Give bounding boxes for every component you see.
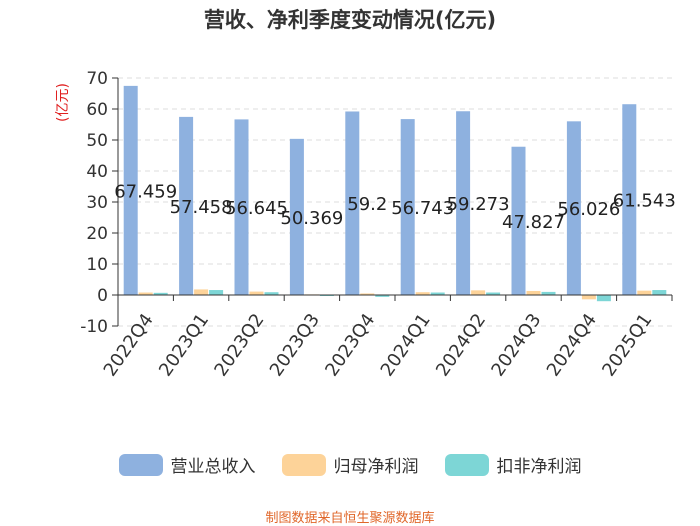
y-tick-label: 30 — [86, 193, 108, 213]
data-label: 67.459 — [114, 181, 177, 202]
legend-item: 归母净利润 — [281, 452, 419, 477]
bar-1 — [138, 292, 153, 295]
x-tick-label: 2023Q1 — [155, 310, 213, 381]
bar-2 — [596, 295, 611, 302]
legend-item: 扣非净利润 — [444, 452, 582, 477]
legend-label: 营业总收入 — [170, 457, 256, 477]
data-label: 56.743 — [391, 198, 454, 219]
legend: 营业总收入 归母净利润 扣非净利润 — [0, 452, 700, 477]
data-label: 57.458 — [170, 197, 233, 218]
legend-swatch — [281, 453, 326, 476]
y-tick-label: 70 — [86, 69, 108, 89]
bars — [123, 85, 667, 302]
bar-1 — [526, 290, 541, 295]
legend-label: 扣非净利润 — [496, 457, 582, 477]
y-tick-label: 0 — [97, 286, 108, 306]
bar-1 — [637, 290, 652, 295]
bar-2 — [153, 292, 168, 295]
bar-1 — [249, 291, 264, 295]
data-label: 56.645 — [225, 198, 288, 219]
bar-2 — [486, 292, 501, 295]
data-label: 61.543 — [613, 191, 676, 212]
y-tick-label: 10 — [86, 255, 108, 275]
data-label: 59.273 — [447, 194, 510, 215]
data-label: 50.369 — [280, 208, 343, 229]
bar-1 — [471, 290, 486, 295]
bar-0 — [289, 138, 304, 295]
bar-0 — [400, 119, 415, 295]
bar-0 — [234, 119, 249, 295]
legend-item: 营业总收入 — [118, 452, 256, 477]
bar-2 — [209, 290, 224, 295]
y-tick-label: 50 — [86, 131, 108, 151]
bar-2 — [652, 290, 667, 295]
bar-0 — [345, 111, 360, 295]
y-tick-label: -10 — [80, 317, 108, 337]
bar-0 — [566, 121, 581, 295]
bar-2 — [430, 292, 445, 295]
x-tick-label: 2024Q4 — [543, 310, 601, 381]
source-note: 制图数据来自恒生聚源数据库 — [265, 511, 435, 526]
bar-1 — [194, 289, 209, 295]
y-tick-label: 40 — [86, 162, 108, 182]
x-tick-label: 2023Q4 — [321, 310, 379, 381]
bar-2 — [264, 292, 279, 295]
x-tick-label: 2023Q2 — [210, 310, 268, 381]
legend-swatch — [444, 453, 489, 476]
data-label: 56.026 — [557, 199, 620, 220]
axes: -100102030405060702022Q42023Q12023Q22023… — [80, 69, 673, 381]
bar-0 — [123, 85, 138, 295]
x-tick-label: 2025Q1 — [598, 310, 656, 381]
y-tick-label: 20 — [86, 224, 108, 244]
bar-0 — [179, 116, 194, 295]
bar-0 — [622, 104, 637, 295]
x-tick-label: 2022Q4 — [100, 310, 158, 381]
x-tick-label: 2024Q2 — [432, 310, 490, 381]
x-tick-label: 2023Q3 — [266, 310, 324, 381]
data-label: 47.827 — [502, 212, 565, 233]
bar-0 — [456, 111, 471, 296]
bar-1 — [581, 295, 596, 300]
legend-label: 归母净利润 — [333, 457, 419, 477]
y-tick-label: 60 — [86, 100, 108, 120]
bar-2 — [375, 295, 390, 297]
legend-swatch — [118, 453, 163, 476]
bar-0 — [511, 146, 526, 295]
bar-1 — [360, 293, 375, 295]
bar-1 — [415, 292, 430, 295]
data-label: 59.2 — [347, 194, 387, 215]
x-tick-label: 2024Q3 — [487, 310, 545, 381]
chart-title: 营收、净利季度变动情况(亿元) — [203, 8, 497, 32]
bar-2 — [541, 291, 556, 295]
x-tick-label: 2024Q1 — [377, 310, 435, 381]
